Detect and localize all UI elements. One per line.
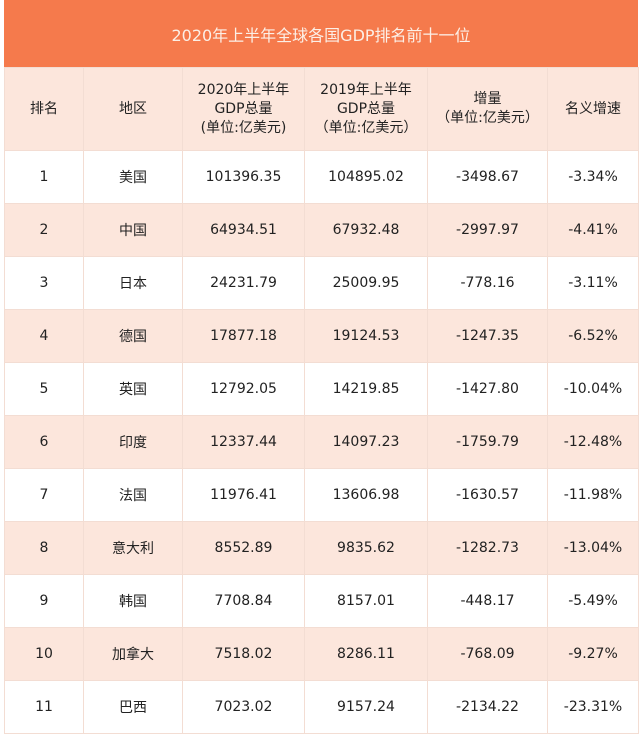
growth-cell: -4.41% (547, 203, 639, 257)
table-row: 4 德国 17877.18 19124.53 -1247.35 -6.52% (4, 309, 639, 363)
header-line: （单位:亿美元） (314, 119, 418, 136)
increment-cell: -1282.73 (427, 521, 548, 575)
gdp-2020h1-cell: 7023.02 (182, 680, 305, 734)
region-cell: 印度 (83, 415, 183, 469)
gdp-2020h1-cell: 101396.35 (182, 150, 305, 204)
increment-cell: -768.09 (427, 627, 548, 681)
header-nominal-growth: 名义增速 (547, 67, 639, 151)
growth-cell: -5.49% (547, 574, 639, 628)
growth-cell: -6.52% (547, 309, 639, 363)
header-line: 2019年上半年 (320, 81, 412, 98)
gdp-2019h1-cell: 67932.48 (304, 203, 428, 257)
region-cell: 法国 (83, 468, 183, 522)
gdp-2020h1-cell: 17877.18 (182, 309, 305, 363)
rank-cell: 7 (4, 468, 84, 522)
header-line: GDP总量 (214, 100, 273, 117)
table-row: 9 韩国 7708.84 8157.01 -448.17 -5.49% (4, 574, 639, 628)
header-row: 排名 地区 2020年上半年 GDP总量 (单位:亿美元) 2019年上半年 GDP总量 （单… (4, 67, 639, 151)
table-row: 8 意大利 8552.89 9835.62 -1282.73 -13.04% (4, 521, 639, 575)
gdp-2020h1-cell: 8552.89 (182, 521, 305, 575)
increment-cell: -448.17 (427, 574, 548, 628)
rank-cell: 3 (4, 256, 84, 310)
region-cell: 德国 (83, 309, 183, 363)
header-line: (单位:亿美元) (200, 119, 287, 136)
gdp-2019h1-cell: 13606.98 (304, 468, 428, 522)
rank-cell: 8 (4, 521, 84, 575)
increment-cell: -1759.79 (427, 415, 548, 469)
growth-cell: -23.31% (547, 680, 639, 734)
increment-cell: -1247.35 (427, 309, 548, 363)
gdp-2020h1-cell: 12792.05 (182, 362, 305, 416)
gdp-2019h1-cell: 9157.24 (304, 680, 428, 734)
header-line: 增量 (473, 91, 502, 107)
rank-cell: 10 (4, 627, 84, 681)
rank-cell: 1 (4, 150, 84, 204)
region-cell: 韩国 (83, 574, 183, 628)
table-row: 5 英国 12792.05 14219.85 -1427.80 -10.04% (4, 362, 639, 416)
region-cell: 意大利 (83, 521, 183, 575)
gdp-2020h1-cell: 7518.02 (182, 627, 305, 681)
gdp-2019h1-cell: 104895.02 (304, 150, 428, 204)
rank-cell: 6 (4, 415, 84, 469)
growth-cell: -12.48% (547, 415, 639, 469)
table-row: 6 印度 12337.44 14097.23 -1759.79 -12.48% (4, 415, 639, 469)
growth-cell: -13.04% (547, 521, 639, 575)
growth-cell: -3.34% (547, 150, 639, 204)
gdp-2019h1-cell: 19124.53 (304, 309, 428, 363)
increment-cell: -2134.22 (427, 680, 548, 734)
gdp-2020h1-cell: 7708.84 (182, 574, 305, 628)
region-cell: 英国 (83, 362, 183, 416)
rank-cell: 2 (4, 203, 84, 257)
gdp-2019h1-cell: 25009.95 (304, 256, 428, 310)
header-line: 地区 (119, 100, 147, 117)
gdp-2019h1-cell: 9835.62 (304, 521, 428, 575)
region-cell: 日本 (83, 256, 183, 310)
rank-cell: 5 (4, 362, 84, 416)
header-line: 名义增速 (565, 100, 621, 117)
header-gdp-2019h1: 2019年上半年 GDP总量 （单位:亿美元） (304, 67, 428, 151)
increment-cell: -3498.67 (427, 150, 548, 204)
gdp-2020h1-cell: 12337.44 (182, 415, 305, 469)
gdp-2019h1-cell: 14097.23 (304, 415, 428, 469)
rank-cell: 9 (4, 574, 84, 628)
gdp-2020h1-cell: 64934.51 (182, 203, 305, 257)
gdp-2019h1-cell: 14219.85 (304, 362, 428, 416)
header-line: 排名 (30, 100, 58, 117)
gdp-2020h1-cell: 24231.79 (182, 256, 305, 310)
header-line: GDP总量 (336, 100, 396, 117)
gdp-2019h1-cell: 8286.11 (304, 627, 428, 681)
growth-cell: -10.04% (547, 362, 639, 416)
growth-cell: -3.11% (547, 256, 639, 310)
increment-cell: -1630.57 (427, 468, 548, 522)
header-region: 地区 (83, 67, 183, 151)
table-row: 3 日本 24231.79 25009.95 -778.16 -3.11% (4, 256, 639, 310)
header-line: 2020年上半年 (197, 81, 290, 98)
gdp-ranking-table: 排名 地区 2020年上半年 GDP总量 (单位:亿美元) 2019年上半年 GDP总量 （单… (4, 67, 639, 734)
increment-cell: -778.16 (427, 256, 548, 310)
table-row: 7 法国 11976.41 13606.98 -1630.57 -11.98% (4, 468, 639, 522)
gdp-table-container: 2020年上半年全球各国GDP排名前十一位 排名 地区 2020年上半年 GDP总量 (… (4, 0, 639, 734)
region-cell: 加拿大 (83, 627, 183, 681)
increment-cell: -2997.97 (427, 203, 548, 257)
rank-cell: 4 (4, 309, 84, 363)
table-row: 1 美国 101396.35 104895.02 -3498.67 -3.34% (4, 150, 639, 204)
table-title: 2020年上半年全球各国GDP排名前十一位 (4, 0, 638, 67)
gdp-2019h1-cell: 8157.01 (304, 574, 428, 628)
rank-cell: 11 (4, 680, 84, 734)
gdp-2020h1-cell: 11976.41 (182, 468, 305, 522)
region-cell: 美国 (83, 150, 183, 204)
header-gdp-2020h1: 2020年上半年 GDP总量 (单位:亿美元) (182, 67, 305, 151)
increment-cell: -1427.80 (427, 362, 548, 416)
table-row: 11 巴西 7023.02 9157.24 -2134.22 -23.31% (4, 680, 639, 734)
header-line: （单位:亿美元） (436, 110, 539, 126)
table-row: 10 加拿大 7518.02 8286.11 -768.09 -9.27% (4, 627, 639, 681)
table-row: 2 中国 64934.51 67932.48 -2997.97 -4.41% (4, 203, 639, 257)
header-increment: 增量 （单位:亿美元） (427, 67, 548, 151)
header-rank: 排名 (4, 67, 84, 151)
region-cell: 中国 (83, 203, 183, 257)
growth-cell: -11.98% (547, 468, 639, 522)
growth-cell: -9.27% (547, 627, 639, 681)
region-cell: 巴西 (83, 680, 183, 734)
